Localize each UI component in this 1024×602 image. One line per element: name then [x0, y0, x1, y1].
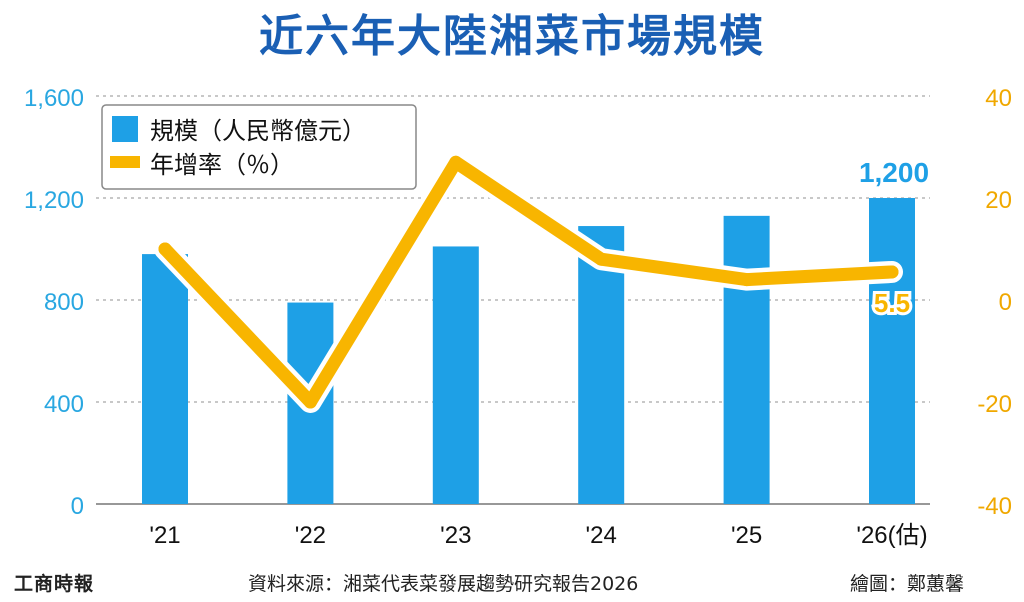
growth-line [158, 155, 899, 409]
illustrator-credit: 繪圖：鄭蕙馨 [850, 573, 965, 595]
x-axis-tick-label: '21 [149, 522, 180, 549]
left-axis-tick-label: 800 [44, 289, 84, 316]
left-axis-tick-label: 1,200 [24, 187, 84, 214]
legend: 規模（人民幣億元） 年增率（％） [101, 104, 417, 190]
bar-1 [142, 254, 188, 504]
bar-5 [723, 215, 770, 504]
right-axis-tick-label: 0 [999, 289, 1012, 316]
chart-title: 近六年大陸湘菜市場規模 [259, 11, 765, 62]
left-axis-tick-label: 1,600 [24, 85, 84, 112]
x-axis-tick-label: '26(估) [856, 522, 927, 549]
bar-6 [869, 198, 915, 504]
growth-point-3 [449, 155, 463, 169]
growth-point-6 [885, 265, 899, 279]
x-axis-tick-label: '24 [586, 522, 617, 549]
x-axis-tick-label: '22 [295, 522, 326, 549]
right-axis-tick-label: -20 [977, 391, 1012, 418]
legend-bar-swatch [112, 116, 138, 142]
growth-value-label: 5.5 [874, 288, 910, 318]
x-axis-tick-label: '23 [440, 522, 471, 549]
right-axis-tick-label: 20 [985, 187, 1012, 214]
right-axis-tick-label: 40 [985, 85, 1012, 112]
bar-value-label: 1,200 [859, 157, 929, 188]
growth-point-5 [740, 273, 754, 287]
growth-point-2 [303, 395, 317, 409]
legend-bar-label: 規模（人民幣億元） [150, 117, 366, 145]
x-axis-tick-label: '25 [731, 522, 762, 549]
growth-point-4 [594, 252, 608, 266]
legend-line-label: 年增率（％） [150, 151, 294, 179]
legend-box [101, 104, 417, 190]
legend-line-swatch [110, 156, 140, 168]
left-axis-tick-label: 400 [44, 391, 84, 418]
left-axis-tick-label: 0 [71, 493, 84, 520]
bar-3 [432, 246, 479, 504]
chart-canvas: 0 400 800 1,200 1,600 -40 -20 0 20 40 '21 '22 '23 '24… [24, 85, 1012, 549]
right-axis-tick-label: -40 [977, 493, 1012, 520]
source-note: 資料來源：湘菜代表菜發展趨勢研究報告2026 [248, 573, 639, 595]
footer: 工商時報 資料來源：湘菜代表菜發展趨勢研究報告2026 繪圖：鄭蕙馨 [0, 568, 1024, 602]
growth-point-1 [158, 242, 172, 256]
brand-logo: 工商時報 [14, 573, 95, 595]
